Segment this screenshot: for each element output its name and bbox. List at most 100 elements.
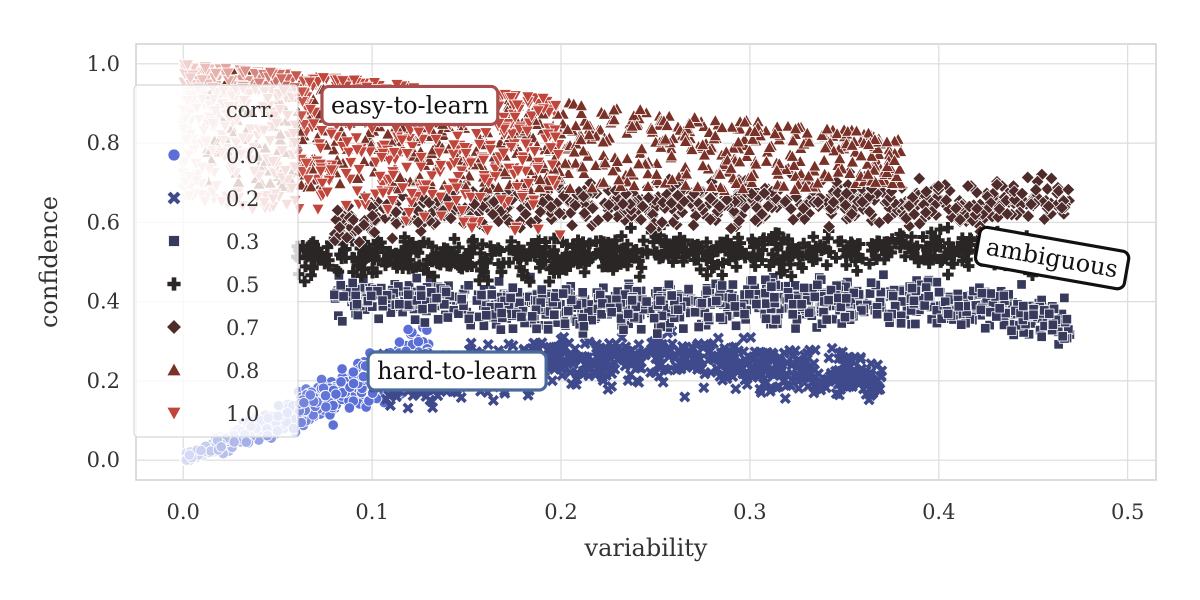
data-point <box>744 289 755 300</box>
data-point <box>696 297 708 309</box>
data-point <box>606 307 617 318</box>
data-point <box>320 401 332 413</box>
data-point <box>985 288 996 299</box>
data-point <box>596 309 607 320</box>
data-point <box>195 444 207 457</box>
data-point <box>493 276 505 287</box>
data-point <box>998 290 1010 301</box>
data-point <box>577 287 588 298</box>
data-point <box>841 293 852 304</box>
data-point <box>678 323 689 334</box>
data-point <box>919 300 930 311</box>
data-point <box>975 304 987 315</box>
data-point <box>689 307 701 318</box>
data-point <box>729 301 741 312</box>
data-point <box>393 336 406 348</box>
data-point <box>739 308 750 320</box>
data-point <box>1057 331 1068 342</box>
data-point <box>563 305 574 317</box>
data-point <box>507 323 519 334</box>
data-point <box>542 324 554 335</box>
data-point <box>330 388 342 400</box>
data-point <box>347 366 359 378</box>
data-point <box>940 296 951 307</box>
data-point <box>770 314 782 325</box>
data-point <box>1047 319 1059 330</box>
data-point <box>298 397 310 409</box>
data-point <box>394 299 405 310</box>
data-point <box>821 314 832 325</box>
data-point <box>409 314 421 325</box>
data-point <box>666 290 677 301</box>
data-point <box>693 321 704 333</box>
data-point <box>623 308 634 320</box>
data-point <box>411 272 422 284</box>
data-point <box>351 299 363 310</box>
data-point <box>476 289 487 301</box>
data-point <box>652 328 663 339</box>
data-point <box>751 298 762 310</box>
data-point <box>486 289 497 300</box>
data-point <box>431 292 442 304</box>
data-point <box>433 314 444 325</box>
data-point <box>672 304 684 315</box>
data-point <box>335 280 346 291</box>
data-point <box>578 321 590 332</box>
data-point <box>463 313 475 324</box>
data-point <box>335 376 347 388</box>
data-point <box>882 311 894 323</box>
data-point <box>910 318 921 330</box>
data-point <box>403 289 414 300</box>
data-point <box>641 296 652 307</box>
data-point <box>377 295 388 306</box>
data-point <box>329 289 340 300</box>
data-point <box>701 285 713 296</box>
data-point <box>823 294 834 306</box>
data-point <box>478 320 490 331</box>
data-point <box>953 301 964 312</box>
data-point <box>347 377 360 390</box>
data-point <box>1006 325 1017 336</box>
data-point <box>456 294 467 305</box>
data-point <box>683 284 694 295</box>
data-point <box>994 303 1005 314</box>
data-point <box>980 323 991 334</box>
data-point <box>495 324 506 335</box>
data-point <box>343 402 356 414</box>
data-point <box>516 311 527 323</box>
data-point <box>440 286 452 298</box>
data-point <box>702 311 714 323</box>
data-point <box>790 323 801 334</box>
data-point <box>933 287 945 298</box>
data-point <box>594 289 606 301</box>
data-point <box>864 288 876 299</box>
data-point <box>716 280 728 291</box>
data-point <box>215 441 227 453</box>
data-point <box>496 307 507 319</box>
data-point <box>415 290 427 301</box>
data-point <box>865 277 877 288</box>
data-point <box>766 281 777 292</box>
data-point <box>760 313 772 324</box>
data-point <box>402 323 414 336</box>
data-point <box>1016 279 1027 290</box>
data-point <box>943 308 954 320</box>
data-point <box>769 292 780 303</box>
data-point <box>931 277 942 288</box>
data-point <box>1036 331 1047 342</box>
data-point <box>373 313 384 324</box>
data-point <box>559 318 571 329</box>
data-point <box>711 295 722 307</box>
data-point <box>1059 292 1070 304</box>
data-point <box>419 317 431 328</box>
data-point <box>796 299 807 310</box>
data-point <box>976 287 988 299</box>
data-point <box>352 309 363 321</box>
data-point <box>412 336 425 348</box>
data-point <box>730 320 742 331</box>
data-point <box>895 318 907 329</box>
data-point <box>319 390 332 402</box>
data-point <box>787 309 798 320</box>
data-point <box>804 307 815 318</box>
